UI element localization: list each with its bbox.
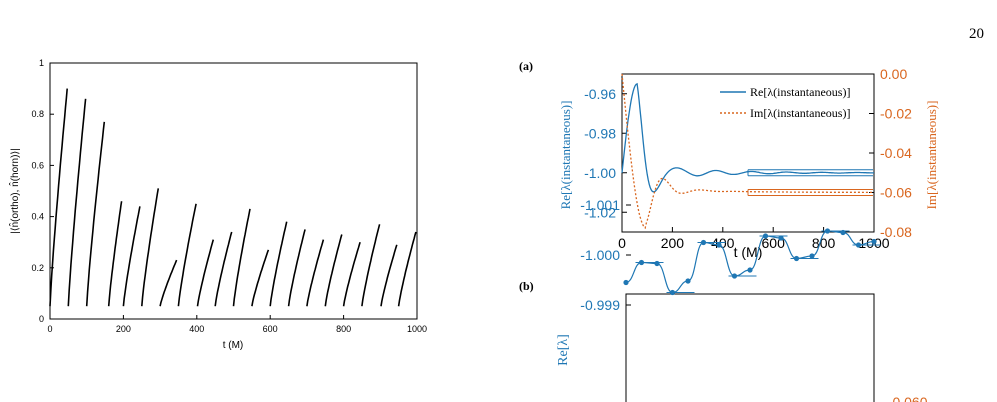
left-xtick-label: 400 — [189, 324, 204, 334]
left-chart: 0 200 400 600 800 1000 0 0.2 0.4 0.6 0.8 1 t (M) |⟨… — [7, 58, 427, 351]
left-plot-frame — [49, 62, 418, 320]
panel-b-ylabel: Re[λ] — [556, 334, 571, 366]
left-series — [49, 88, 417, 307]
left-ytick-label: 0.4 — [31, 212, 44, 222]
left-ylabel: |⟨n̂(ortho), n̂(horn)⟩| — [7, 148, 21, 234]
panel-a-series — [621, 73, 874, 230]
panel-b-point — [778, 235, 784, 241]
panel-a-ticks: 02004006008001000-0.96-0.98-1.00-1.020.0… — [584, 66, 912, 251]
panel-a-xtick-label: 800 — [812, 235, 836, 251]
left-series-segment — [324, 234, 343, 307]
left-ytick-label: 1 — [39, 58, 44, 68]
panel-a-chart: (a) 02004006008001000-0.96-0.98-1.00-1.0… — [519, 59, 939, 260]
left-series-segment — [141, 188, 160, 307]
panel-a-ytick-right-label: -0.08 — [880, 224, 912, 240]
left-xtick-label: 200 — [116, 324, 131, 334]
left-series-segment — [397, 231, 417, 307]
left-series-segment — [107, 201, 123, 307]
panel-b-point — [685, 278, 691, 284]
panel-a-xtick-label: 0 — [618, 235, 626, 251]
left-xtick-label: 800 — [336, 324, 351, 334]
panel-b-point — [809, 253, 815, 259]
left-xlabel: t (M) — [223, 340, 244, 351]
left-series-segment — [251, 249, 270, 307]
panel-a-ytick-left-label: -0.98 — [584, 125, 616, 141]
left-ticks: 0 200 400 600 800 1000 0 0.2 0.4 0.6 0.8 1 — [31, 58, 427, 334]
panel-a-ytick-right-label: -0.02 — [880, 106, 912, 122]
panel-a-ytick-left-label: -1.00 — [584, 165, 616, 181]
panel-b-point — [669, 289, 676, 296]
panel-b-point — [700, 239, 707, 246]
panel-b-point — [716, 242, 722, 248]
panel-b-right-tick: 0.060 — [892, 394, 927, 402]
page-number: 20 — [969, 26, 984, 42]
panel-a-ytick-right-label: -0.06 — [880, 185, 912, 201]
left-ytick-label: 0.8 — [31, 109, 44, 119]
legend-entry-re: Re[λ(instantaneous)] — [750, 85, 850, 99]
panel-a-label: (a) — [519, 59, 533, 73]
left-series-segment — [380, 244, 398, 307]
panel-b-point — [638, 259, 645, 266]
panel-b-point — [871, 238, 877, 245]
left-series-segment — [287, 229, 306, 307]
panel-a-legend: Re[λ(instantaneous)] Im[λ(instantaneous)… — [720, 85, 850, 120]
panel-b-series — [623, 228, 881, 296]
panel-b-ytick-label: -0.999 — [580, 297, 620, 313]
panel-a-xlabel: t (M) — [734, 244, 763, 260]
panel-b-point — [840, 229, 846, 236]
left-series-segment — [122, 206, 141, 307]
panel-a-ylabel-right: Im[λ(instantaneous)] — [924, 101, 939, 210]
left-series-segment — [177, 203, 197, 307]
panel-b-frame — [625, 293, 875, 402]
panel-b-point — [747, 267, 753, 273]
left-series-segment — [67, 98, 87, 307]
panel-b-ytick-label: -1.001 — [580, 197, 620, 213]
left-ytick-label: 0.2 — [31, 263, 44, 273]
left-series-segment — [269, 221, 288, 307]
panel-b-point — [855, 242, 862, 248]
panel-a-xtick-label: 200 — [661, 235, 685, 251]
left-series-segment — [159, 259, 178, 307]
panel-a-ytick-left-label: -0.96 — [584, 86, 616, 102]
panel-b-point — [731, 273, 738, 279]
left-ytick-label: 0 — [39, 314, 44, 324]
panel-b-chart: (b) -0.999 -1.000 -1.001 Re[λ] 0.060 — [519, 197, 928, 402]
left-series-segment — [232, 208, 251, 307]
panel-b-point — [793, 255, 800, 262]
left-xtick-label: 1000 — [407, 324, 427, 334]
panel-b-point — [824, 228, 831, 234]
panel-b-point — [762, 233, 769, 239]
left-ytick-label: 0.6 — [31, 160, 44, 170]
legend-entry-im: Im[λ(instantaneous)] — [750, 106, 850, 120]
left-series-segment — [49, 88, 68, 307]
panel-b-point — [654, 260, 660, 267]
left-xtick-label: 0 — [47, 324, 52, 334]
left-series-segment — [85, 121, 106, 307]
panel-b-label: (b) — [519, 279, 534, 293]
panel-a-ytick-right-label: 0.00 — [880, 66, 907, 82]
panel-a-ytick-right-label: -0.04 — [880, 145, 912, 161]
panel-a-ylabel-left: Re[λ(instantaneous)] — [558, 101, 573, 210]
left-xtick-label: 600 — [263, 324, 278, 334]
panel-a-ytick-left-label: -1.02 — [584, 204, 616, 220]
panel-b-point — [623, 279, 629, 286]
panel-b-ytick-label: -1.000 — [580, 247, 620, 263]
panel-b-ticks: -0.999 -1.000 -1.001 — [580, 197, 631, 313]
left-series-segment — [196, 239, 215, 307]
left-series-segment — [214, 231, 233, 307]
left-series-segment — [342, 241, 361, 307]
left-series-segment — [361, 224, 381, 307]
left-series-segment — [306, 239, 325, 307]
